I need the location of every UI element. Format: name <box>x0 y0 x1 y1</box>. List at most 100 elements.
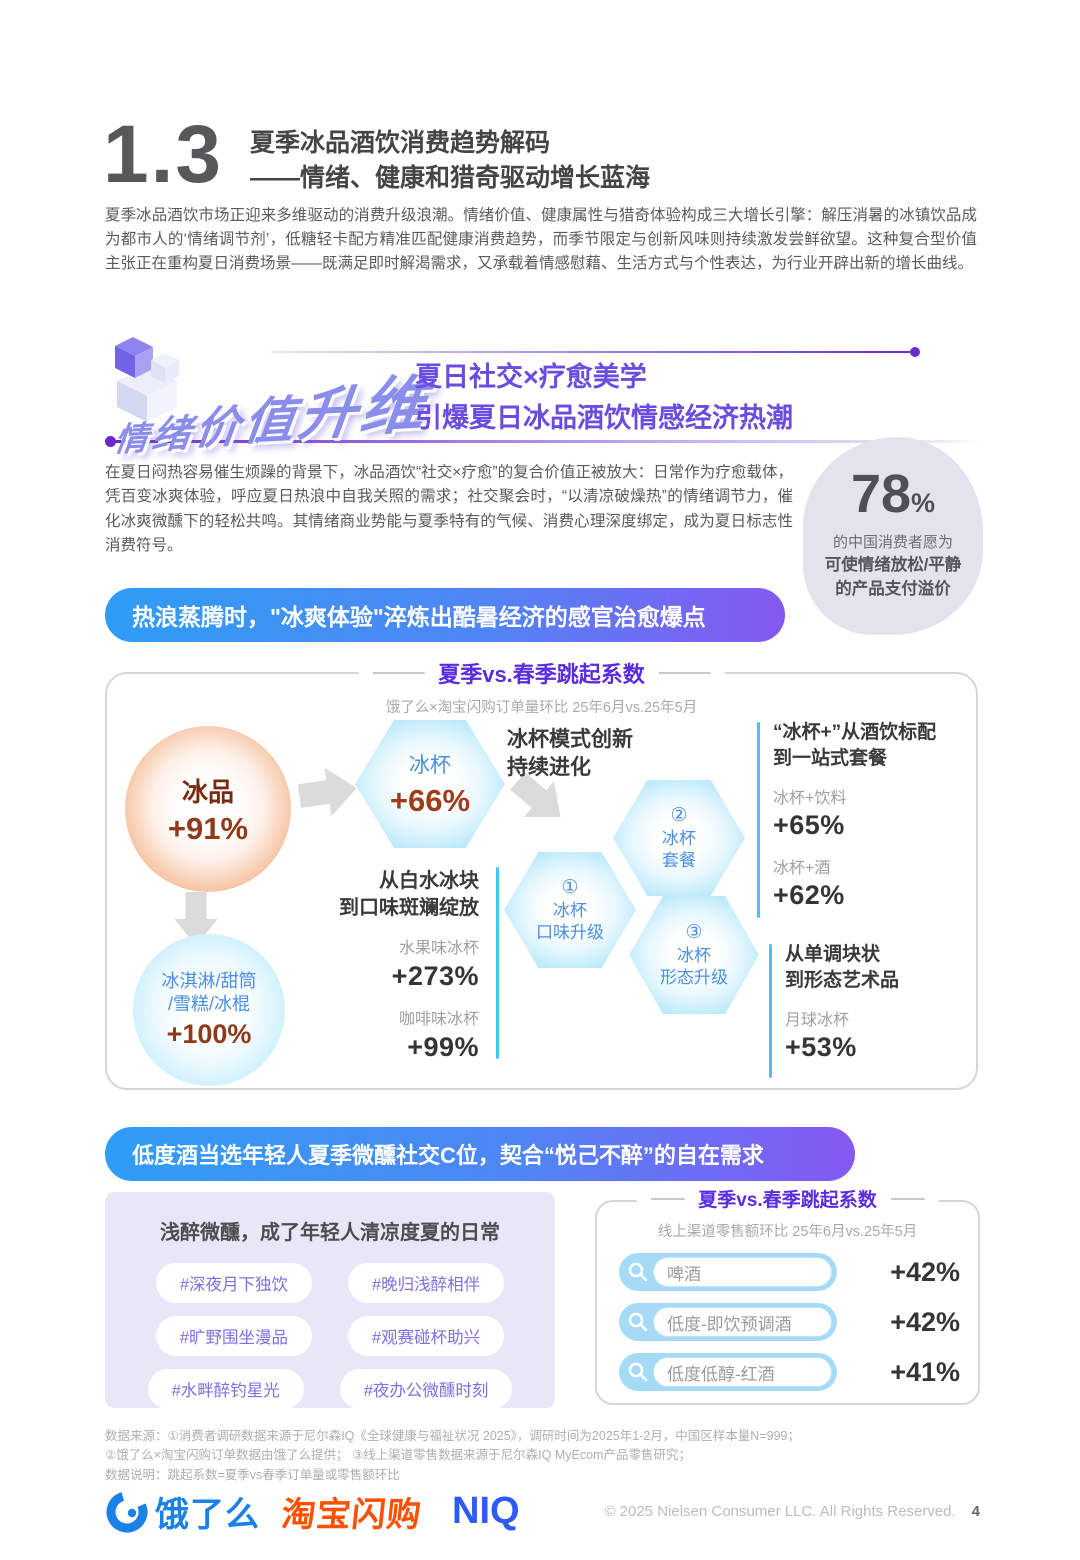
title-dash-left <box>650 1197 685 1200</box>
search-icon <box>628 1362 648 1382</box>
chart-title-plaque: 夏季vs.春季跳起系数 <box>358 657 725 689</box>
footer-logos: 饿了么 淘宝闪购 NIQ © 2025 Nielsen Consumer LLC… <box>105 1487 980 1536</box>
logo-char: 价 <box>192 402 243 454</box>
hashtag-pill: #夜办公微醺时刻 <box>339 1369 513 1409</box>
cup-mode-note: 冰杯模式创新 持续进化 <box>507 726 633 783</box>
hexagon-number: ① <box>561 876 579 898</box>
page-number: 4 <box>971 1503 980 1520</box>
section-number: 1.3 <box>103 109 223 200</box>
hashtag-panel: 浅醉微醺，成了年轻人清凉度夏的日常 #深夜月下独饮 #晚归浅醉相伴 #旷野围坐漫… <box>105 1192 555 1409</box>
logo-char: 值 <box>240 391 298 451</box>
flavor-item1-value: +273% <box>391 961 479 992</box>
combo-title-line2: 到一站式套餐 <box>773 747 888 769</box>
hexagon-cup-combo: ② 冰杯 套餐 <box>613 780 745 896</box>
source-line2: ②饿了么×淘宝闪购订单数据由饿了么提供； ③线上渠道零售数据来源于尼尔森IQ M… <box>105 1448 691 1463</box>
ice-products-bubble: 冰品 +91% <box>125 726 291 892</box>
hexagon-flavor-upgrade: ① 冰杯 口味升级 <box>504 852 636 968</box>
hashtag-row: #深夜月下独饮 #晚归浅醉相伴 <box>105 1263 555 1303</box>
hashtag-pill: #深夜月下独饮 <box>155 1263 312 1303</box>
page-title-line2: ——情绪、健康和猎奇驱动增长蓝海 <box>250 163 651 192</box>
combo-item1-value: +65% <box>773 810 845 841</box>
hexagon-number: ③ <box>685 921 703 943</box>
ice-cream-label: 冰淇淋/甜筒 /雪糕/冰棍 <box>161 970 256 1017</box>
banner-low-alcohol: 低度酒当选年轻人夏季微醺社交C位，契合“悦己不醉”的自在需求 <box>105 1127 855 1181</box>
jump-coefficient-chart-panel: 夏季vs.春季跳起系数 饿了么×淘宝闪购订单量环比 25年6月vs.25年5月 … <box>105 657 978 1090</box>
search-term: 啤酒 <box>653 1257 832 1287</box>
chart-subtitle: 饿了么×淘宝闪购订单量环比 25年6月vs.25年5月 <box>385 700 698 716</box>
copyright-text: © 2025 Nielsen Consumer LLC. All Rights … <box>604 1503 956 1520</box>
taobao-shangou-logo: 淘宝闪购 <box>279 1496 424 1534</box>
search-pill: 低度低醇-红酒 <box>619 1353 837 1391</box>
stat-caption-line2: 可使情绪放松/平静 <box>824 556 962 574</box>
ice-products-label: 冰品 <box>181 776 234 807</box>
divider-line-top <box>273 347 920 357</box>
ice-products-value: +91% <box>167 810 249 846</box>
ice-cup-label: 冰杯 <box>409 754 451 777</box>
hexagon-label-line1: 冰杯 <box>553 901 587 921</box>
hexagon-shape-upgrade: ③ 冰杯 形态升级 <box>629 896 759 1014</box>
hexagon-label-line1: 冰杯 <box>662 829 696 849</box>
combo-divider-line <box>757 722 760 918</box>
search-term: 低度-即饮预调酒 <box>653 1307 832 1337</box>
hashtag-pill: #晚归浅醉相伴 <box>348 1263 505 1303</box>
source-line1: 数据来源：①消费者调研数据来源于尼尔森IQ《全球健康与福祉状况 2025》，调研… <box>105 1429 800 1443</box>
flavor-title-line1: 从白水冰块 <box>379 870 479 892</box>
retail-row-value: +41% <box>890 1356 960 1387</box>
search-pill: 低度-即饮预调酒 <box>619 1303 837 1341</box>
hexagon-label-line2: 口味升级 <box>536 923 604 943</box>
hashtag-pill: #水畔醉钓星光 <box>147 1369 304 1409</box>
combo-item2-label: 冰杯+酒 <box>773 860 831 878</box>
eleme-logo: 饿了么 <box>105 1487 260 1536</box>
flavor-item2-label: 咖啡味冰杯 <box>398 1011 479 1029</box>
stat-caption-line3: 的产品支付溢价 <box>835 580 951 599</box>
ice-cup-hexagon: 冰杯 +66% <box>355 720 505 848</box>
emotion-headline-line1: 夏日社交×疗愈美学 <box>415 362 647 392</box>
source-line3: 数据说明：跳起系数=夏季vs春季订单量或零售额环比 <box>105 1467 400 1482</box>
search-icon <box>628 1262 648 1282</box>
combo-item2-value: +62% <box>773 880 845 911</box>
emotion-headline: 夏日社交×疗愈美学 引爆夏日冰品酒饮情感经济热潮 <box>415 357 793 438</box>
logo-char: 升 <box>295 380 361 448</box>
hashtag-panel-title: 浅醉微醺，成了年轻人清凉度夏的日常 <box>160 1222 500 1244</box>
page-title: 夏季冰品酒饮消费趋势解码 ——情绪、健康和猎奇驱动增长蓝海 <box>250 126 650 195</box>
ice-cream-value: +100% <box>166 1019 252 1050</box>
ice-cream-label-line2: /雪糕/冰棍 <box>167 994 250 1014</box>
emotion-value-logo: 情 绪 价 值 升 维 <box>112 354 435 461</box>
retail-jump-panel: 夏季vs.春季跳起系数 线上渠道零售额环比 25年6月vs.25年5月 啤酒 +… <box>595 1185 980 1405</box>
ice-cream-label-line1: 冰淇淋/甜筒 <box>161 970 257 991</box>
emotion-section-header: 情 绪 价 值 升 维 夏日社交×疗愈美学 引爆夏日冰品酒饮情感经济热潮 <box>105 332 980 458</box>
intro-paragraph: 夏季冰品酒饮市场正迎来多维驱动的消费升级浪潮。情绪价值、健康属性与猎奇体验构成三… <box>105 207 977 273</box>
search-term: 低度低醇-红酒 <box>653 1357 832 1387</box>
niq-logo: NIQ <box>452 1490 520 1532</box>
hashtag-row: #水畔醉钓星光 #夜办公微醺时刻 <box>105 1369 555 1409</box>
shape-divider-line <box>769 944 772 1078</box>
eleme-logo-text: 饿了么 <box>155 1496 260 1534</box>
ice-cream-bubble: 冰淇淋/甜筒 /雪糕/冰棍 +100% <box>133 934 285 1086</box>
search-icon <box>628 1312 648 1332</box>
hashtag-pill: #观赛碰杯助兴 <box>348 1316 505 1356</box>
hexagon-label-line2: 套餐 <box>662 851 696 871</box>
logo-char: 绪 <box>149 413 194 458</box>
flavor-stats-block: 从白水冰块 到口味斑斓绽放 水果味冰杯 +273% 咖啡味冰杯 +99% <box>339 868 479 1063</box>
shape-item1-value: +53% <box>785 1032 857 1063</box>
retail-panel-title: 夏季vs.春季跳起系数 <box>698 1190 877 1211</box>
shape-title-line1: 从单调块状 <box>785 944 881 965</box>
hashtag-pill: #旷野围坐漫品 <box>155 1316 312 1356</box>
retail-row-value: +42% <box>890 1256 960 1287</box>
shape-stats-block: 从单调块状 到形态艺术品 月球冰杯 +53% <box>785 942 975 1063</box>
page-title-line1: 夏季冰品酒饮消费趋势解码 <box>250 129 551 157</box>
retail-row: 低度低醇-红酒 +41% <box>619 1352 960 1392</box>
flavor-divider-line <box>496 867 499 1059</box>
data-sources: 数据来源：①消费者调研数据来源于尼尔森IQ《全球健康与福祉状况 2025》，调研… <box>105 1427 985 1485</box>
retail-title-plaque: 夏季vs.春季跳起系数 <box>636 1185 939 1212</box>
hexagon-label-line1: 冰杯 <box>677 946 711 966</box>
cup-mode-note-line2: 持续进化 <box>507 756 591 780</box>
isometric-cubes-icon <box>115 337 179 422</box>
emotion-headline-line2: 引爆夏日冰品酒饮情感经济热潮 <box>415 402 793 433</box>
arrow-right-icon <box>296 762 361 822</box>
stat-78-percent-blob: 78% 的中国消费者愿为 可使情绪放松/平静 的产品支付溢价 <box>803 437 983 635</box>
banner-ice-experience: 热浪蒸腾时，"冰爽体验"淬炼出酷暑经济的感官治愈爆点 <box>105 588 785 642</box>
combo-title-line1: “冰杯+”从酒饮标配 <box>773 722 937 743</box>
title-dash-right <box>890 1197 925 1200</box>
